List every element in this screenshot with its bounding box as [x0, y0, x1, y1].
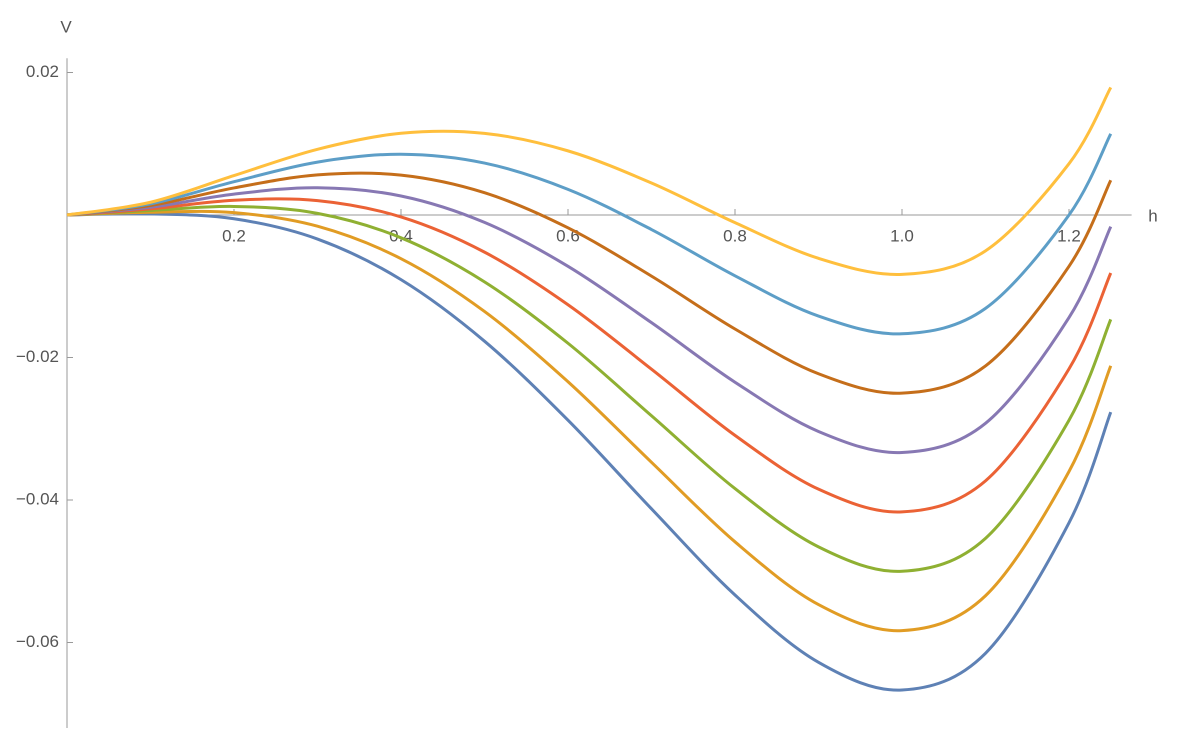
y-tick-label: −0.04: [16, 489, 59, 508]
y-axis-label: V: [60, 17, 72, 36]
y-tick-label: −0.02: [16, 347, 59, 366]
curve: [66, 209, 1113, 633]
y-tick-label: 0.02: [26, 62, 59, 81]
curve: [66, 171, 1113, 395]
curve: [66, 133, 1113, 336]
x-tick-label: 1.2: [1057, 226, 1081, 245]
y-tick-label: −0.06: [16, 632, 59, 651]
x-axis-label: h: [1148, 206, 1157, 225]
curve: [66, 212, 1113, 692]
curve: [66, 204, 1113, 573]
x-tick-label: 1.0: [890, 226, 914, 245]
curve: [66, 86, 1113, 276]
curve: [66, 186, 1113, 455]
x-tick-label: 0.8: [723, 226, 747, 245]
x-tick-label: 0.2: [222, 226, 246, 245]
curve: [66, 197, 1113, 514]
